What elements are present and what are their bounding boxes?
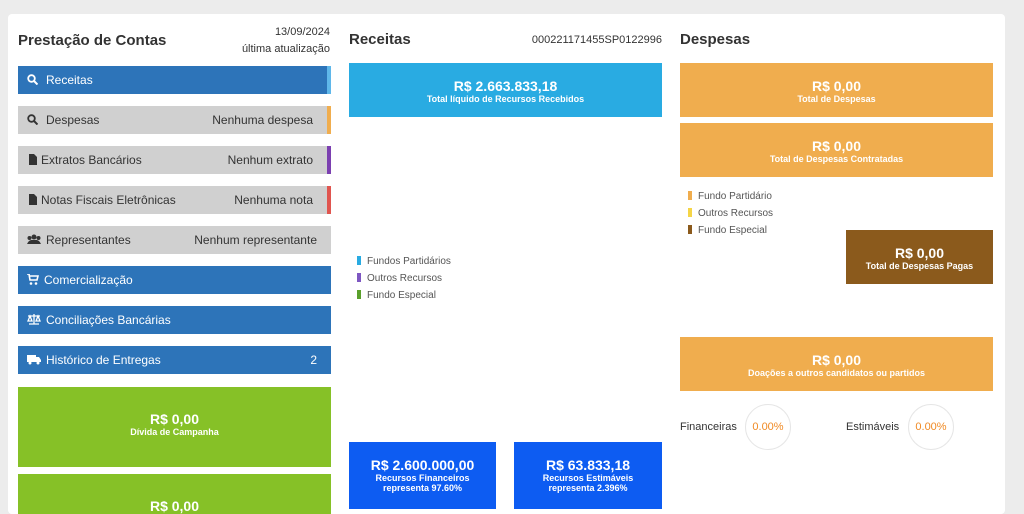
legend-item: Outros Recursos bbox=[357, 273, 442, 284]
menu-status: Nenhuma despesa bbox=[212, 113, 313, 127]
gauge-label: Financeiras bbox=[680, 421, 737, 433]
summary-card: R$ 0,00 Total de Despesas bbox=[680, 63, 993, 117]
card-label: Dívida de Campanha bbox=[130, 427, 219, 437]
card-share: representa 97.60% bbox=[382, 483, 463, 493]
gauge-value: 0.00% bbox=[752, 421, 784, 433]
gauge: 0.00% bbox=[908, 404, 954, 450]
summary-card: R$ 2.663.833,18 Total líquido de Recursos… bbox=[349, 63, 662, 117]
card-label: Recursos Financeiros bbox=[375, 473, 470, 483]
gauge: 0.00% bbox=[745, 404, 791, 450]
legend-item: Fundo Especial bbox=[357, 290, 436, 301]
card-value: R$ 0,00 bbox=[894, 245, 945, 261]
gauge-label: Estimáveis bbox=[846, 421, 900, 433]
card-value: R$ 0,00 bbox=[811, 78, 862, 94]
debt-card: R$ 0,00 Dívida de Campanha bbox=[18, 387, 331, 467]
menu-item[interactable]: Receitas bbox=[18, 66, 331, 94]
legend-label: Fundo Especial bbox=[367, 290, 436, 301]
card-value: R$ 0,00 bbox=[149, 498, 200, 514]
legend-label: Outros Recursos bbox=[698, 208, 774, 219]
menu-label: Notas Fiscais Eletrônicas bbox=[41, 193, 176, 207]
card-value: R$ 0,00 bbox=[149, 411, 200, 427]
card-value: R$ 0,00 bbox=[811, 352, 862, 368]
legend-item: Fundo Especial bbox=[688, 225, 767, 236]
icon bbox=[27, 114, 38, 125]
card-share: representa 2.396% bbox=[548, 483, 628, 493]
summary-card: R$ 0,00 Doações a outros candidatos ou pa… bbox=[680, 337, 993, 391]
icon bbox=[29, 194, 37, 205]
legend-label: Fundos Partidários bbox=[367, 256, 451, 267]
menu-item[interactable]: Notas Fiscais Eletrônicas Nenhuma nota bbox=[18, 186, 331, 214]
legend-item: Fundo Partidário bbox=[688, 191, 772, 202]
menu-label: Conciliações Bancárias bbox=[46, 313, 171, 327]
menu-item[interactable]: Extratos Bancários Nenhum extrato bbox=[18, 146, 331, 174]
summary-card: R$ 0,00 Total de Despesas Pagas bbox=[846, 230, 993, 284]
menu-status: Nenhum extrato bbox=[227, 153, 313, 167]
card-value: R$ 2.600.000,00 bbox=[370, 457, 475, 473]
card-label: Doações a outros candidatos ou partidos bbox=[747, 368, 926, 378]
card-label: Recursos Estimáveis bbox=[542, 473, 634, 483]
section-title: Receitas bbox=[349, 31, 411, 48]
legend-label: Fundo Partidário bbox=[698, 191, 772, 202]
menu-item[interactable]: Despesas Nenhuma despesa bbox=[18, 106, 331, 134]
gauge-value: 0.00% bbox=[915, 421, 947, 433]
menu-status: Nenhum representante bbox=[194, 233, 317, 247]
menu-item[interactable]: Representantes Nenhum representante bbox=[18, 226, 331, 254]
summary-card: R$ 0,00 Total de Despesas Contratadas bbox=[680, 123, 993, 177]
card-label: Total líquido de Recursos Recebidos bbox=[426, 94, 585, 104]
icon bbox=[27, 314, 41, 325]
card-label: Total de Despesas Contratadas bbox=[769, 154, 904, 164]
section-title: Despesas bbox=[680, 31, 751, 48]
menu-item[interactable]: Conciliações Bancárias bbox=[18, 306, 331, 334]
legend-item: Fundos Partidários bbox=[357, 256, 451, 267]
title: Prestação de Contas bbox=[18, 32, 167, 49]
icon bbox=[29, 154, 37, 165]
menu-label: Histórico de Entregas bbox=[46, 353, 161, 367]
menu-item[interactable]: Comercialização bbox=[18, 266, 331, 294]
updated: última atualização bbox=[241, 43, 330, 55]
menu-label: Despesas bbox=[46, 113, 100, 127]
menu-item[interactable]: Histórico de Entregas 2 bbox=[18, 346, 331, 374]
menu-label: Receitas bbox=[46, 73, 93, 87]
menu-status: 2 bbox=[310, 353, 317, 367]
icon bbox=[27, 234, 41, 244]
menu-label: Comercialização bbox=[44, 273, 133, 287]
legend-item: Outros Recursos bbox=[688, 208, 773, 219]
debt-card: R$ 0,00 bbox=[18, 474, 331, 514]
legend-label: Fundo Especial bbox=[698, 225, 767, 236]
resource-card: R$ 2.600.000,00 Recursos Financeiros repre… bbox=[349, 442, 496, 509]
menu-label: Extratos Bancários bbox=[41, 153, 142, 167]
card-value: R$ 2.663.833,18 bbox=[453, 78, 558, 94]
date: 13/09/2024 bbox=[274, 26, 330, 38]
account-id: 000221171455SP0122996 bbox=[531, 34, 662, 46]
legend-label: Outros Recursos bbox=[367, 273, 443, 284]
menu-label: Representantes bbox=[46, 233, 131, 247]
resource-card: R$ 63.833,18 Recursos Estimáveis represent… bbox=[514, 442, 662, 509]
card-label: Total de Despesas Pagas bbox=[865, 261, 974, 271]
icon bbox=[27, 274, 39, 285]
icon bbox=[27, 355, 41, 365]
card-label: Total de Despesas bbox=[797, 94, 876, 104]
menu-status: Nenhuma nota bbox=[234, 193, 313, 207]
card-value: R$ 63.833,18 bbox=[545, 457, 631, 473]
card-value: R$ 0,00 bbox=[811, 138, 862, 154]
icon bbox=[27, 74, 38, 85]
